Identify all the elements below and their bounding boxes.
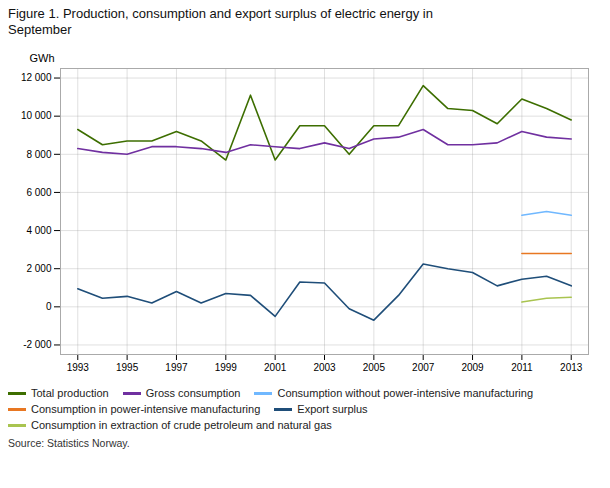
svg-text:6 000: 6 000 xyxy=(26,187,51,198)
svg-text:-2 000: -2 000 xyxy=(23,339,52,350)
svg-text:10 000: 10 000 xyxy=(21,110,52,121)
svg-text:1995: 1995 xyxy=(116,362,139,373)
svg-text:4 000: 4 000 xyxy=(26,225,51,236)
html-text:Total production: Total production xyxy=(31,387,109,399)
svg-text:2009: 2009 xyxy=(461,362,484,373)
svg-text:1997: 1997 xyxy=(165,362,188,373)
svg-text:GWh: GWh xyxy=(29,52,54,64)
svg-text:2007: 2007 xyxy=(412,362,435,373)
html-text:Consumption without power-inte: Consumption without power-intensive manu… xyxy=(277,387,533,399)
svg-text:2011: 2011 xyxy=(511,362,533,373)
svg-text:0: 0 xyxy=(46,301,52,312)
svg-text:2003: 2003 xyxy=(313,362,336,373)
svg-text:8 000: 8 000 xyxy=(26,149,51,160)
html-text:Gross consumption: Gross consumption xyxy=(145,387,241,399)
svg-text:2001: 2001 xyxy=(264,362,287,373)
svg-text:1993: 1993 xyxy=(67,362,90,373)
html-text:Figure 1. Production, consumpt: Figure 1. Production, consumption and ex… xyxy=(8,6,433,37)
html-text:Source: Statistics Norway.: Source: Statistics Norway. xyxy=(8,437,130,449)
svg-text:12 000: 12 000 xyxy=(21,72,52,83)
svg-text:1999: 1999 xyxy=(215,362,238,373)
html-text:Consumption in power-intensive: Consumption in power-intensive manufactu… xyxy=(31,403,261,415)
svg-text:2013: 2013 xyxy=(560,362,583,373)
svg-text:2 000: 2 000 xyxy=(26,263,51,274)
svg-text:2005: 2005 xyxy=(363,362,386,373)
html-text:Consumption in extraction of c: Consumption in extraction of crude petro… xyxy=(31,419,332,431)
html-text:Export surplus: Export surplus xyxy=(297,403,368,415)
